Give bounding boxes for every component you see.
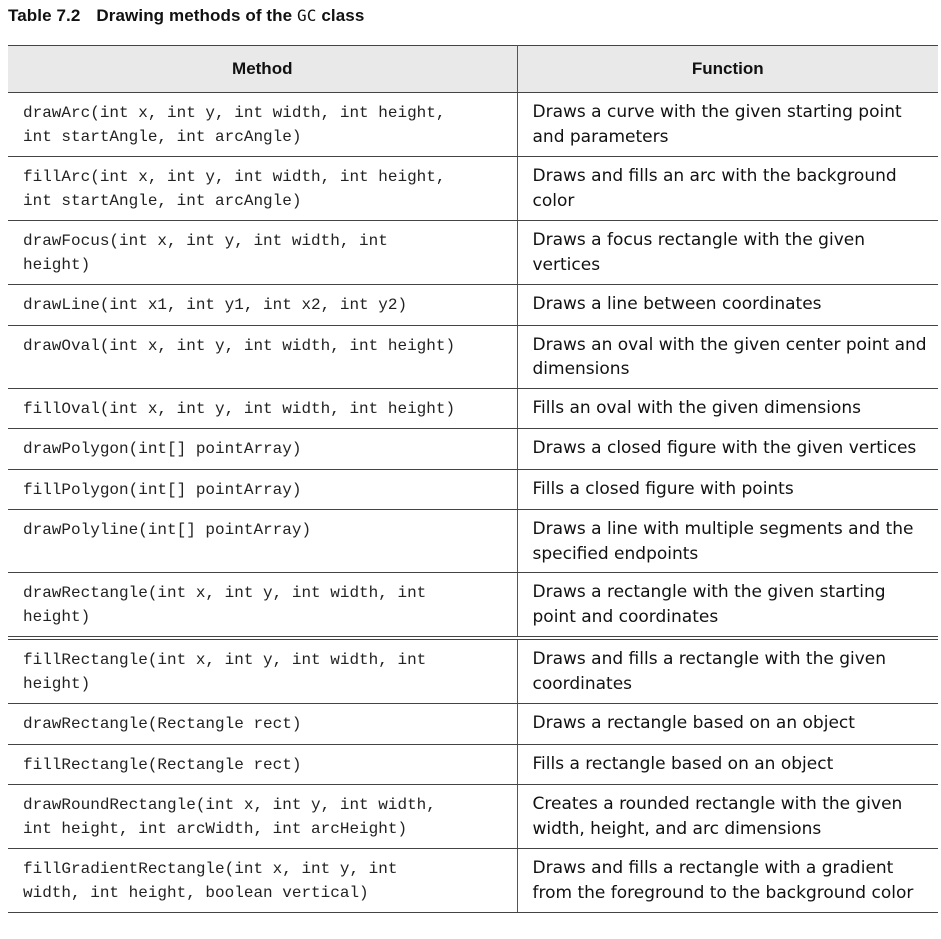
method-cell: fillArc(int x, int y, int width, int hei… — [8, 156, 518, 221]
method-cell: drawRectangle(Rectangle rect) — [8, 703, 518, 745]
table-row: fillPolygon(int[] pointArray) Fills a clo… — [8, 469, 938, 510]
function-cell: Fills a rectangle based on an object — [517, 744, 938, 785]
function-cell: Creates a rounded rectangle with the giv… — [517, 784, 938, 849]
table-row: fillArc(int x, int y, int width, int hei… — [8, 156, 938, 221]
table-row: drawPolygon(int[] pointArray) Draws a clo… — [8, 428, 938, 470]
function-cell: Draws and fills an arc with the backgrou… — [517, 156, 938, 221]
method-cell: fillOval(int x, int y, int width, int he… — [8, 388, 518, 429]
function-cell: Fills an oval with the given dimensions — [517, 388, 938, 429]
function-cell: Fills a closed figure with points — [517, 469, 938, 510]
caption-class-name: GC — [297, 6, 317, 25]
table-row: fillGradientRectangle(int x, int y, int … — [8, 848, 938, 913]
method-cell: drawPolyline(int[] pointArray) — [8, 509, 518, 573]
table-row: drawRectangle(int x, int y, int width, i… — [8, 572, 938, 640]
method-cell: drawLine(int x1, int y1, int x2, int y2) — [8, 284, 518, 326]
function-cell: Draws and fills a rectangle with the giv… — [517, 638, 938, 704]
function-cell: Draws a rectangle with the given startin… — [517, 572, 938, 640]
header-row: Method Function — [8, 45, 938, 93]
method-cell: fillGradientRectangle(int x, int y, int … — [8, 848, 518, 913]
table-row: fillOval(int x, int y, int width, int he… — [8, 388, 938, 429]
column-header-function: Function — [517, 45, 938, 93]
function-cell: Draws a line with multiple segments and … — [517, 509, 938, 573]
method-cell: drawRoundRectangle(int x, int y, int wid… — [8, 784, 518, 849]
table-row: drawLine(int x1, int y1, int x2, int y2)… — [8, 284, 938, 326]
method-cell: drawPolygon(int[] pointArray) — [8, 428, 518, 470]
table-row: drawPolyline(int[] pointArray) Draws a li… — [8, 509, 938, 573]
table-row: drawRectangle(Rectangle rect) Draws a rec… — [8, 703, 938, 745]
table-row: drawOval(int x, int y, int width, int he… — [8, 325, 938, 389]
method-cell: fillRectangle(Rectangle rect) — [8, 744, 518, 785]
table-caption: Table 7.2 Drawing methods of the GC class — [8, 6, 364, 26]
function-cell: Draws a line between coordinates — [517, 284, 938, 326]
table-row: drawRoundRectangle(int x, int y, int wid… — [8, 784, 938, 849]
table-row: drawFocus(int x, int y, int width, int h… — [8, 220, 938, 285]
function-cell: Draws an oval with the given center poin… — [517, 325, 938, 389]
method-cell: drawOval(int x, int y, int width, int he… — [8, 325, 518, 389]
method-cell: drawRectangle(int x, int y, int width, i… — [8, 572, 518, 640]
table-row: fillRectangle(int x, int y, int width, i… — [8, 638, 938, 704]
table-row: fillRectangle(Rectangle rect) Fills a rec… — [8, 744, 938, 785]
function-cell: Draws and fills a rectangle with a gradi… — [517, 848, 938, 913]
method-cell: drawFocus(int x, int y, int width, int h… — [8, 220, 518, 285]
function-cell: Draws a rectangle based on an object — [517, 703, 938, 745]
table-number: Table 7.2 — [8, 6, 81, 25]
function-cell: Draws a curve with the given starting po… — [517, 92, 938, 157]
column-header-method: Method — [8, 45, 518, 93]
methods-table: Method Function drawArc(int x, int y, in… — [8, 45, 938, 913]
function-cell: Draws a focus rectangle with the given v… — [517, 220, 938, 285]
caption-text-before: Drawing methods of the — [96, 6, 298, 25]
method-cell: fillPolygon(int[] pointArray) — [8, 469, 518, 510]
table-row: drawArc(int x, int y, int width, int hei… — [8, 92, 938, 157]
caption-text-after: class — [316, 6, 365, 25]
function-cell: Draws a closed figure with the given ver… — [517, 428, 938, 470]
table-body: drawArc(int x, int y, int width, int hei… — [8, 92, 938, 913]
method-cell: drawArc(int x, int y, int width, int hei… — [8, 92, 518, 157]
method-cell: fillRectangle(int x, int y, int width, i… — [8, 638, 518, 704]
